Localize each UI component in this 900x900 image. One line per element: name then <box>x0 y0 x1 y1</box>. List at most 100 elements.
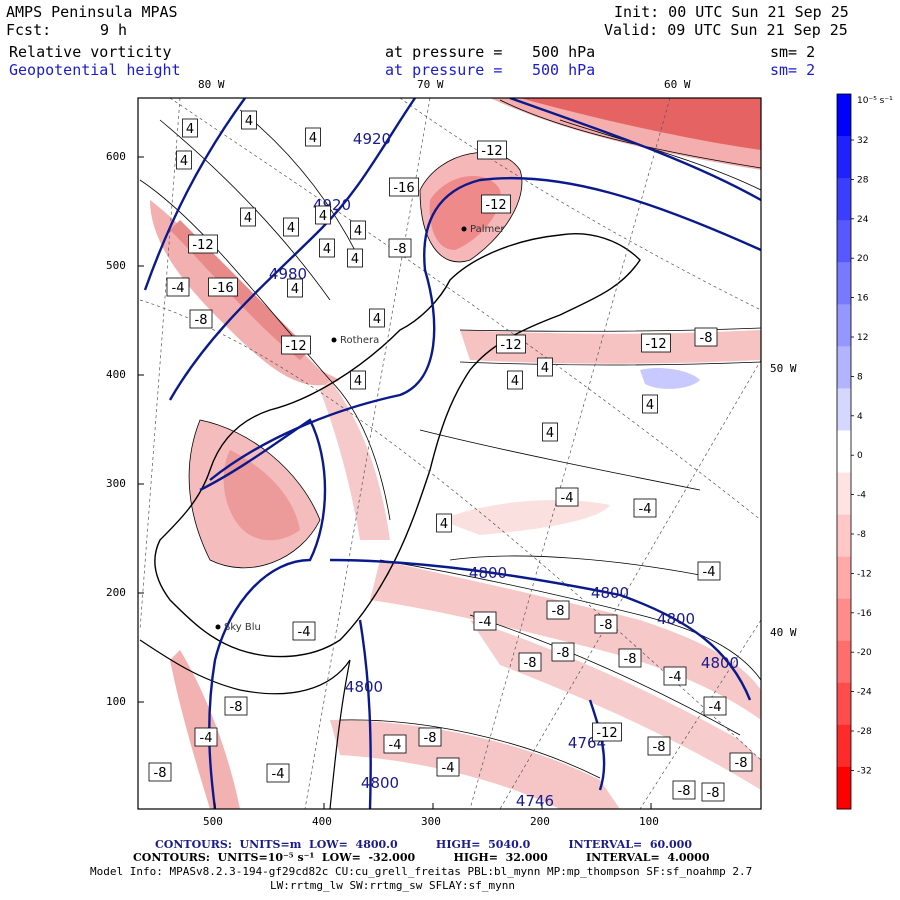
vorticity-label-box <box>701 782 725 802</box>
vorticity-contour-label: -4 <box>561 491 574 506</box>
vorticity-contour-label: -4 <box>479 615 492 630</box>
vorticity-contour-label: -12 <box>285 339 306 354</box>
y-tick-100: 100 <box>106 695 126 708</box>
vorticity-contour <box>339 719 601 779</box>
parallel <box>139 299 761 761</box>
vorticity-contour-label: -12 <box>485 198 506 213</box>
vorticity-label-box <box>703 696 727 716</box>
y-tick-500: 500 <box>106 259 126 272</box>
vorticity-label-box <box>481 194 511 214</box>
contour-labels: 4920492049804800480048004800480048004764… <box>148 110 753 810</box>
height-contour-label: 4746 <box>516 792 554 810</box>
vorticity-contour-label: 4 <box>319 209 327 224</box>
vorticity-contour-label: 4 <box>351 252 359 267</box>
vorticity-contour-label: 4 <box>373 312 381 327</box>
vorticity-contour-label: -8 <box>557 646 570 661</box>
vorticity-contour-label: -4 <box>639 502 652 517</box>
colorbar-unit: 10⁻⁵ s⁻¹ <box>857 96 893 106</box>
height-contour <box>588 699 606 791</box>
vorticity-contour <box>459 361 761 366</box>
vorticity-contour-label: 4 <box>440 517 448 532</box>
vorticity-contour-label: -4 <box>272 767 285 782</box>
vorticity-contour-label: -12 <box>192 238 213 253</box>
vorticity-contour-label: 4 <box>546 426 554 441</box>
vorticity-contour <box>449 555 701 576</box>
vorticity-contour-label: -4 <box>298 625 311 640</box>
vorticity-contour-label: 4 <box>511 374 519 389</box>
lon-label-50w: 50 W <box>770 362 797 375</box>
colorbar-swatch <box>837 178 851 221</box>
field1-name: Relative vorticity <box>9 43 172 61</box>
vorticity-contour-label: -8 <box>624 652 637 667</box>
vorticity-label-box <box>388 238 412 258</box>
vorticity-contour-label: -8 <box>678 784 691 799</box>
field2-pressure: 500 hPa <box>532 61 596 79</box>
vorticity-contour-label: 4 <box>287 221 295 236</box>
field1-pressure: 500 hPa <box>532 43 596 61</box>
height-contour <box>509 98 761 202</box>
vorticity-label-box <box>241 110 257 130</box>
colorbar-tick-label: 0 <box>857 451 863 461</box>
negative-vorticity-shading <box>520 98 761 150</box>
vorticity-label-box <box>729 752 753 772</box>
lon-label-70w: 70 W <box>417 78 444 91</box>
vorticity-contour-info: CONTOURS: UNITS=10⁻⁵ s⁻¹ LOW= -32.000 HI… <box>133 851 710 864</box>
vorticity-label-box <box>266 763 290 783</box>
colorbar-swatch <box>837 346 851 389</box>
colorbar-swatch <box>837 556 851 600</box>
station-dot <box>215 624 221 630</box>
vorticity-label-box <box>546 600 570 620</box>
vorticity-label-box <box>592 722 622 742</box>
negative-vorticity-shading <box>320 380 390 540</box>
vorticity-label-box <box>647 736 671 756</box>
y-tick-300: 300 <box>106 477 126 490</box>
vorticity-label-box <box>642 394 658 414</box>
vorticity-contour-label: -8 <box>653 740 666 755</box>
height-contour-label: 4800 <box>469 564 507 582</box>
colorbar-tick-label: -24 <box>857 688 872 698</box>
vorticity-label-box <box>473 611 497 631</box>
colorbar-swatch <box>837 682 851 726</box>
vorticity-label-box <box>305 127 321 147</box>
vorticity-contour-label: -8 <box>195 313 208 328</box>
vorticity-label-box <box>319 238 335 258</box>
colorbar-frame <box>836 93 852 810</box>
vorticity-contour-label: -8 <box>552 604 565 619</box>
coastline-layer <box>139 99 761 809</box>
peninsula-coastline <box>154 233 641 658</box>
init-time: Init: 00 UTC Sun 21 Sep 25 <box>614 3 849 21</box>
colorbar: 10⁻⁵ s⁻¹ 32 28 24 20 16 12 8 4 0 -4 -8 -12 -16 -20 -24 -… <box>836 93 893 810</box>
height-contour-layer <box>143 98 761 809</box>
vorticity-contour-label: -12 <box>481 144 502 159</box>
height-contour <box>168 98 416 401</box>
vorticity-contour <box>469 614 741 736</box>
vorticity-contour-label: -8 <box>394 242 407 257</box>
vorticity-label-box <box>418 727 442 747</box>
negative-vorticity-shading <box>223 450 300 541</box>
colorbar-tick-label: 28 <box>857 175 869 185</box>
colorbar-tick-label: -28 <box>857 727 872 737</box>
vorticity-contour-label: -16 <box>212 281 233 296</box>
map-title: AMPS Peninsula MPAS <box>6 3 178 21</box>
y-tick-600: 600 <box>106 150 126 163</box>
height-contour-label: 4800 <box>345 678 383 696</box>
vorticity-label-box <box>208 277 238 297</box>
height-contour-label: 4800 <box>361 774 399 792</box>
vorticity-label-box <box>551 642 575 662</box>
vorticity-contour-label: 4 <box>186 122 194 137</box>
colorbar-tick-label: -12 <box>857 569 872 579</box>
vorticity-label-box <box>194 727 218 747</box>
vorticity-label-box <box>663 666 687 686</box>
y-tick-200: 200 <box>106 586 126 599</box>
vorticity-contour-label: 4 <box>354 374 362 389</box>
height-contour-label: 4980 <box>269 265 307 283</box>
colorbar-swatch <box>837 262 851 305</box>
height-contour <box>199 418 327 809</box>
vorticity-label-box <box>496 334 526 354</box>
station-dot <box>461 226 467 232</box>
vorticity-contour-label: -4 <box>200 731 213 746</box>
vorticity-contour-label: -8 <box>600 618 613 633</box>
station-label: Palmer <box>470 224 505 235</box>
ice-shelf-edge <box>329 659 351 809</box>
vorticity-contour-label: -16 <box>393 181 414 196</box>
